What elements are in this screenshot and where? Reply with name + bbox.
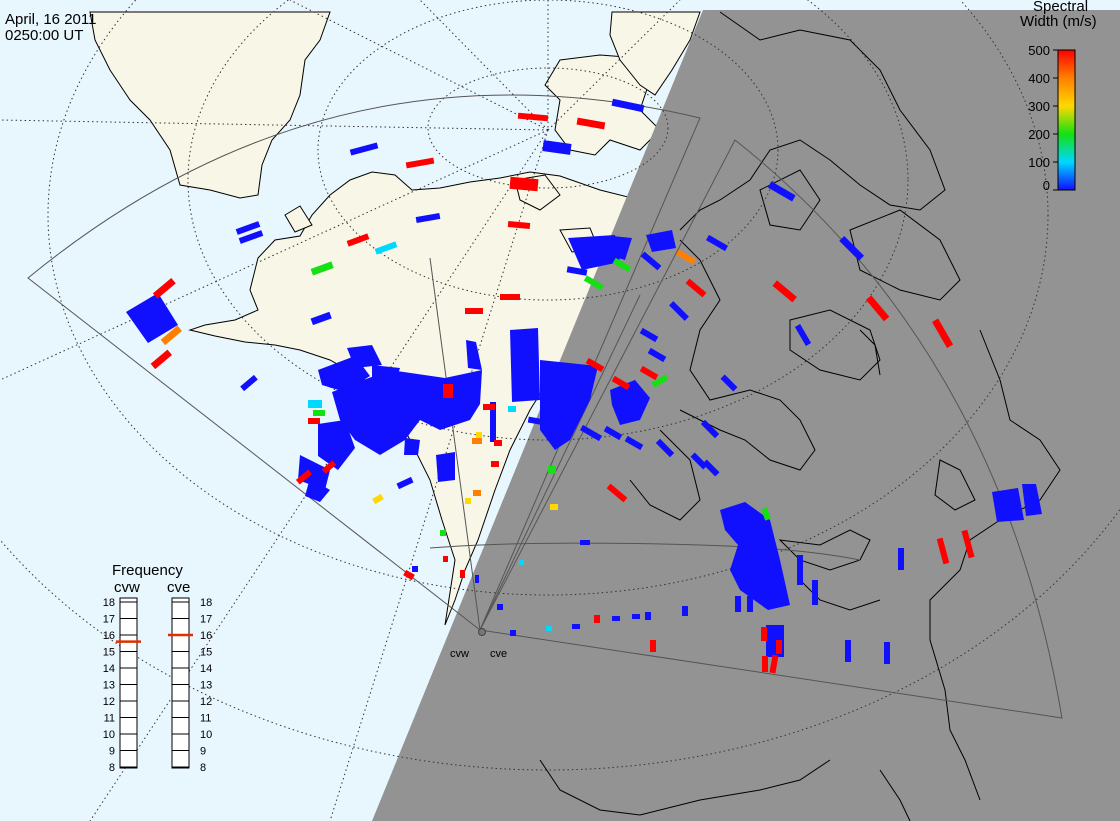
freq-scale-label-right: 11 (200, 713, 211, 725)
freq-scale-label-left: 14 (103, 663, 115, 675)
freq-scale-label-right: 10 (200, 729, 212, 741)
header: April, 16 2011 0250:00 UT (5, 11, 96, 44)
freq-radar-label-cve: cve (167, 579, 190, 596)
freq-scale-label-right: 16 (200, 630, 212, 642)
freq-scale-label-left: 16 (103, 630, 115, 642)
island-small-3 (284, 205, 313, 233)
freq-scale-label-left: 10 (103, 729, 115, 741)
colorbar: Spectral Width (m/s) 500 400 300 200 100… (1020, 0, 1097, 193)
freq-scale-label-right: 15 (200, 647, 212, 659)
freq-scale-label-right: 13 (200, 680, 212, 692)
colorbar-title-line1: Spectral (1033, 0, 1088, 15)
colorbar-tick-200: 200 (1028, 127, 1050, 142)
frequency-panel: Frequency cvw cve 18 18 17 17 16 16 15 15 14 14 13… (103, 562, 213, 774)
freq-scale-label-right: 8 (200, 762, 206, 774)
freq-scale-label-left: 9 (109, 746, 115, 758)
freq-scale-label-left: 15 (103, 647, 115, 659)
backscatter-cells (126, 98, 1042, 674)
fov-inner-arc (429, 542, 861, 561)
frequency-title: Frequency (112, 562, 183, 579)
greenland-tip (609, 11, 701, 96)
radar-sites: cvw cve (450, 628, 507, 660)
siberia-landmass (89, 11, 331, 199)
colorbar-tick-400: 400 (1028, 71, 1050, 86)
site-label-cvw: cvw (450, 648, 469, 660)
freq-scale-label-left: 18 (103, 597, 115, 609)
colorbar-tick-500: 500 (1028, 43, 1050, 58)
freq-scale-label-left: 12 (103, 696, 115, 708)
freq-scale-label-right: 14 (200, 663, 212, 675)
freq-scale-cve (171, 597, 190, 769)
freq-scale-label-right: 9 (200, 746, 206, 758)
date-label: April, 16 2011 (5, 11, 96, 28)
night-shading (372, 10, 1120, 821)
freq-scale-label-left: 8 (109, 762, 115, 774)
colorbar-gradient (1057, 49, 1076, 191)
freq-scale-label-right: 12 (200, 696, 212, 708)
freq-scale-label-left: 17 (103, 614, 115, 626)
colorbar-tick-300: 300 (1028, 99, 1050, 114)
freq-scale-label-left: 11 (104, 713, 115, 725)
colorbar-tick-100: 100 (1028, 155, 1050, 170)
colorbar-tick-0: 0 (1043, 178, 1050, 193)
freq-scale-cvw (119, 597, 138, 769)
colorbar-title-line2: Width (m/s) (1020, 13, 1097, 30)
site-marker-cvw (478, 628, 486, 636)
fov-cve (479, 139, 1063, 719)
freq-radar-label-cvw: cvw (114, 579, 140, 596)
freq-scale-label-right: 17 (200, 614, 212, 626)
site-label-cve: cve (490, 648, 507, 660)
freq-scale-label-left: 13 (103, 680, 115, 692)
time-label: 0250:00 UT (5, 27, 83, 44)
freq-scale-label-right: 18 (200, 597, 212, 609)
